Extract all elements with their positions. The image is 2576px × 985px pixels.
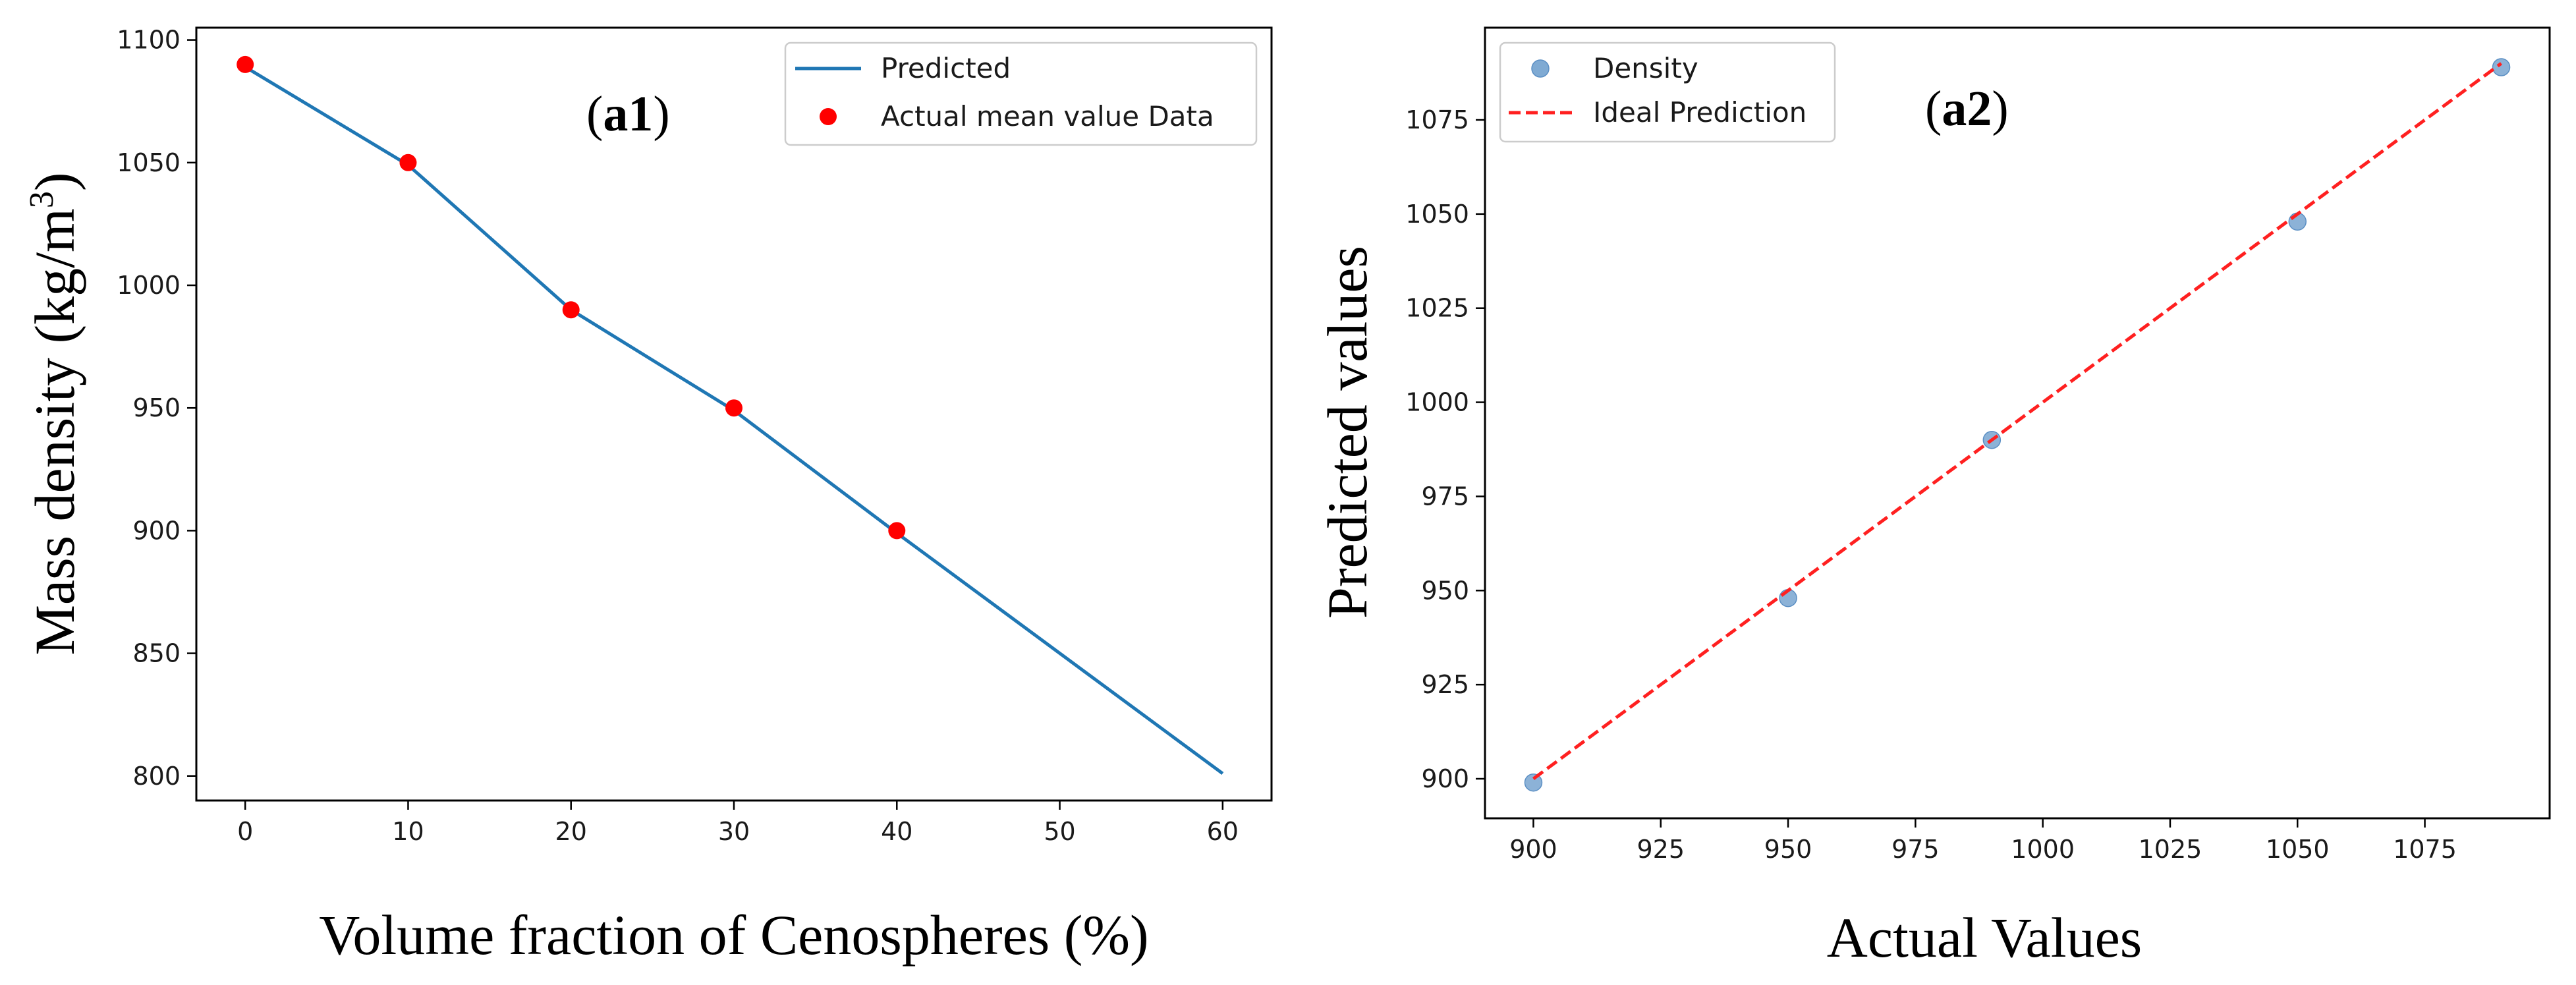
y-tick-label-a2: 925 [1421, 670, 1469, 699]
legend-label-density: Density [1593, 52, 1698, 84]
legend-label-ideal: Ideal Prediction [1593, 96, 1806, 128]
data-point-density [1524, 773, 1543, 792]
x-tick-label-a2: 900 [1509, 835, 1557, 864]
y-tick-label-a2: 900 [1421, 764, 1469, 793]
y-axis-title-a1-main: Mass density (kg/m [23, 208, 86, 655]
y-tick-label-a2: 1025 [1405, 294, 1469, 323]
y-tick-label-a2: 950 [1421, 576, 1469, 605]
data-point-actual-mean-value-data [888, 522, 906, 540]
x-tick-label-a2: 975 [1891, 835, 1940, 864]
y-ticks-a1: 800 850 900 950 1000 1050 1100 [117, 26, 196, 791]
y-axis-title-a1-sup: 3 [23, 191, 61, 208]
data-point-actual-mean-value-data [237, 55, 254, 73]
y-axis-title-a1-close: ) [23, 172, 86, 191]
data-point-density [2492, 58, 2511, 76]
x-ticks-a2: 900 925 950 975 1000 1025 1050 1075 [1509, 818, 2457, 864]
x-tick-label-a1: 20 [555, 817, 587, 846]
y-tick-label-a1: 1000 [117, 271, 181, 300]
x-ticks-a1: 0 10 20 30 40 50 60 [237, 801, 1239, 846]
legend-label-predicted: Predicted [881, 52, 1011, 84]
x-tick-label-a1: 0 [237, 817, 253, 846]
x-tick-label-a2: 950 [1764, 835, 1812, 864]
panel-label-a1-number: 1 [628, 86, 653, 142]
y-ticks-a2: 900 925 950 975 1000 1025 1050 1075 [1405, 105, 1485, 793]
panel-a2: 900 925 950 975 1000 1025 1050 1075 900 925 950 97… [1316, 26, 2551, 969]
x-tick-label-a2: 1075 [2393, 835, 2457, 864]
panel-label-a2-number: 2 [1967, 81, 1992, 136]
legend-label-actual: Actual mean value Data [881, 100, 1214, 132]
panel-label-a2: (a2) [1925, 81, 2009, 136]
panel-a1: 0 10 20 30 40 50 60 800 850 900 950 1000 1050 1100 (… [23, 26, 1273, 967]
y-tick-label-a1: 800 [132, 762, 181, 791]
legend-box-a1 [784, 42, 1258, 146]
legend-a1: Predicted Actual mean value Data [784, 42, 1258, 146]
data-point-actual-mean-value-data [562, 301, 580, 319]
legend-box-a2 [1499, 42, 1836, 143]
y-tick-label-a2: 1000 [1405, 388, 1469, 417]
y-axis-title-a1: Mass density (kg/m3) [23, 172, 86, 655]
series-line-ideal-prediction [1532, 62, 2502, 781]
y-tick-label-a1: 900 [132, 516, 181, 545]
marks-a2 [1524, 58, 2511, 792]
y-tick-label-a1: 1100 [117, 26, 181, 55]
x-axis-title-a2: Actual Values [1827, 906, 2142, 969]
x-tick-label-a1: 40 [881, 817, 912, 846]
x-tick-label-a1: 10 [392, 817, 424, 846]
marks-a1 [237, 55, 1224, 775]
y-tick-label-a2: 1075 [1405, 105, 1469, 134]
y-tick-label-a1: 850 [132, 639, 181, 668]
legend-marker-actual [820, 108, 837, 125]
x-tick-label-a2: 1050 [2266, 835, 2330, 864]
x-tick-label-a2: 1000 [2011, 835, 2075, 864]
y-tick-label-a2: 1050 [1405, 200, 1469, 229]
legend-a2: Density Ideal Prediction [1499, 42, 1836, 143]
data-point-actual-mean-value-data [399, 154, 417, 171]
data-point-actual-mean-value-data [725, 399, 742, 417]
x-axis-title-a1: Volume fraction of Cenospheres (%) [319, 903, 1148, 967]
x-tick-label-a1: 50 [1044, 817, 1075, 846]
panel-label-a2-letter: a [1942, 81, 1967, 136]
x-tick-label-a1: 60 [1207, 817, 1239, 846]
y-axis-title-a2: Predicted values [1316, 246, 1379, 619]
x-tick-label-a1: 30 [718, 817, 750, 846]
panel-label-a1-letter: a [603, 86, 628, 142]
x-tick-label-a2: 1025 [2139, 835, 2202, 864]
y-tick-label-a2: 975 [1421, 482, 1469, 511]
y-tick-label-a1: 950 [132, 393, 181, 422]
y-tick-label-a1: 1050 [117, 148, 181, 177]
legend-marker-density [1531, 59, 1550, 78]
x-tick-label-a2: 925 [1637, 835, 1685, 864]
panel-label-a1: (a1) [586, 86, 670, 142]
